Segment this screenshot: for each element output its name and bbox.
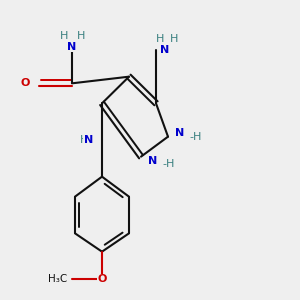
Text: H: H xyxy=(80,135,88,145)
Text: H: H xyxy=(155,34,164,44)
Text: N: N xyxy=(160,45,169,55)
Text: O: O xyxy=(97,274,107,284)
Text: -H: -H xyxy=(163,159,175,169)
Text: N: N xyxy=(175,128,184,138)
Text: H₃C: H₃C xyxy=(48,274,68,284)
Text: N: N xyxy=(84,135,93,145)
Text: N: N xyxy=(68,42,76,52)
Text: O: O xyxy=(21,78,30,88)
Text: H: H xyxy=(60,31,69,41)
Text: N: N xyxy=(148,156,157,166)
Text: H: H xyxy=(77,31,85,41)
Text: H: H xyxy=(170,34,178,44)
Text: -H: -H xyxy=(190,132,202,142)
